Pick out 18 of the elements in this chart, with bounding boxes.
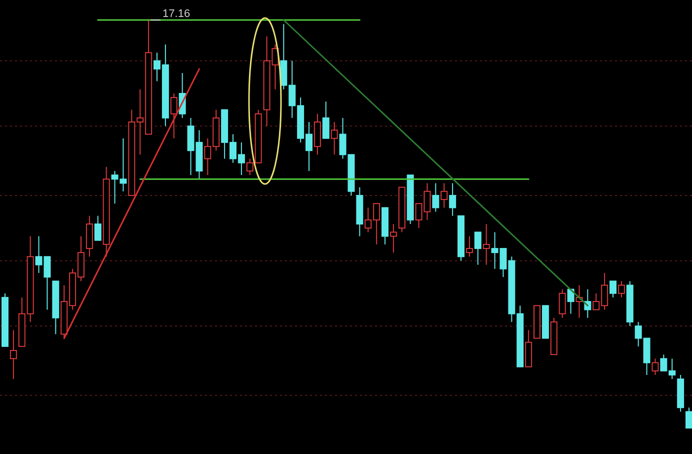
candlestick (652, 358, 659, 376)
candlestick (330, 122, 338, 156)
candlestick (686, 407, 692, 428)
candlestick (618, 280, 625, 298)
candlestick (482, 224, 490, 266)
candlestick (390, 224, 397, 254)
candlestick (558, 288, 566, 318)
annotation: 17.16 (162, 8, 190, 20)
candlestick (170, 92, 178, 139)
candlestick (10, 330, 17, 380)
candlestick (94, 215, 102, 241)
candlestick (466, 236, 473, 258)
candlestick (322, 101, 330, 139)
candlestick (449, 182, 456, 216)
candlestick (610, 280, 616, 298)
candlestick (474, 232, 482, 266)
candlestick (432, 182, 440, 212)
candlestick (440, 182, 448, 208)
